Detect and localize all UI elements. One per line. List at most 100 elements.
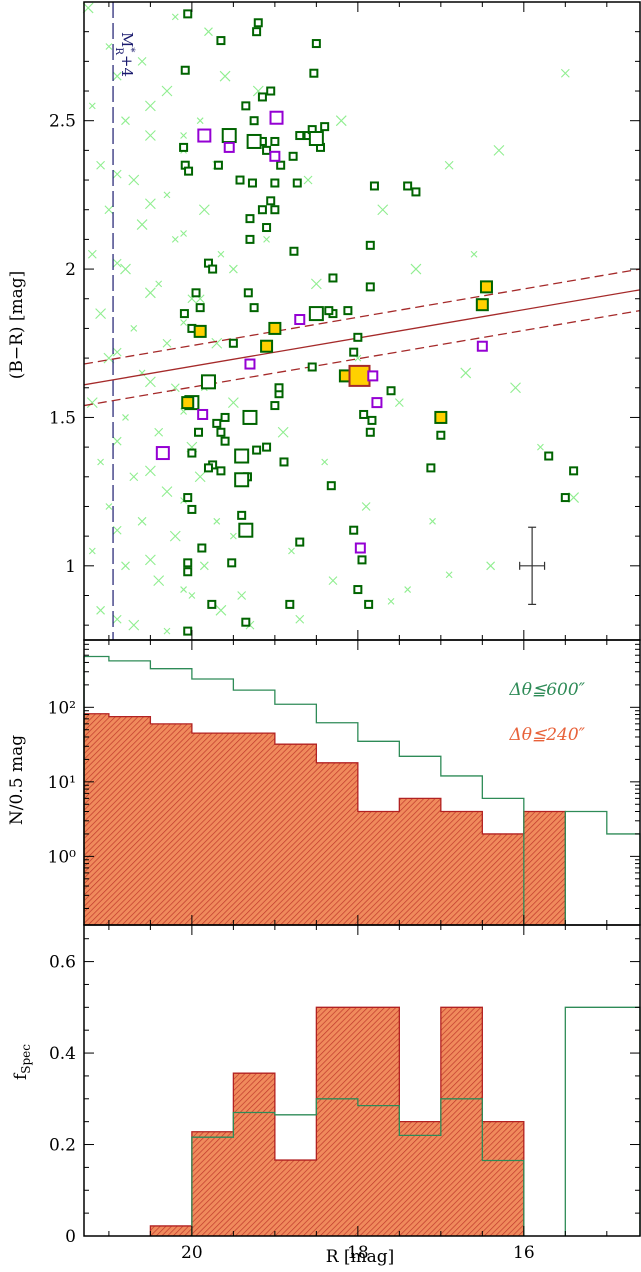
background-galaxy-marker	[112, 614, 122, 624]
member-galaxy-marker	[257, 205, 267, 215]
member-galaxy-marker	[311, 39, 321, 49]
member-galaxy-marker	[245, 234, 255, 244]
background-galaxy-marker	[303, 175, 313, 185]
member-galaxy-marker	[320, 122, 330, 132]
member-galaxy-marker	[386, 386, 396, 396]
member-galaxy-marker	[349, 347, 359, 357]
fraction-panel: 0 0.2 0.4 0.6 20 18 16 fSpec R [mag]	[11, 924, 641, 1267]
background-galaxy-marker	[86, 397, 98, 408]
nonmember-galaxy-marker	[354, 542, 366, 554]
nonmember-galaxy-marker	[269, 150, 281, 162]
member-galaxy-marker	[216, 427, 226, 437]
x-axis-label: R [mag]	[326, 1247, 395, 1267]
y-tick-label: 0.6	[49, 953, 76, 973]
background-galaxy-marker	[162, 338, 172, 348]
background-galaxy-marker	[112, 71, 122, 81]
nonmember-galaxy-marker	[294, 314, 306, 326]
member-galaxy-marker	[285, 599, 295, 609]
background-galaxies-group	[82, 2, 580, 635]
member-galaxies-group	[179, 9, 579, 636]
member-galaxy-marker	[328, 273, 338, 283]
member-galaxy-marker	[270, 178, 280, 188]
panel3-ylabel-base: f	[11, 1072, 31, 1080]
member-galaxy-marker	[544, 451, 554, 461]
background-galaxy-marker	[568, 492, 580, 503]
background-galaxy-marker	[199, 561, 209, 571]
member-galaxy-marker	[252, 445, 262, 455]
member-galaxy-marker-large	[242, 409, 258, 425]
member-galaxy-marker-large	[234, 448, 250, 464]
panel1-ylabel: (B−R) [mag]	[7, 271, 27, 380]
member-galaxy-marker	[252, 27, 262, 37]
background-galaxy-marker	[387, 598, 395, 605]
background-galaxy-marker	[335, 115, 347, 127]
nonmember-galaxy-marker	[371, 397, 383, 409]
member-galaxy-marker	[245, 214, 255, 224]
y-tick-label: 10⁰	[48, 847, 77, 867]
y-tick-label: 10²	[48, 698, 76, 718]
member-galaxy-marker	[364, 599, 374, 609]
member-galaxy-marker	[237, 510, 247, 520]
spectroscopic-galaxy-marker	[479, 280, 493, 294]
background-galaxy-marker	[204, 27, 213, 37]
member-galaxy-marker	[279, 457, 289, 467]
member-galaxy-marker	[257, 92, 267, 102]
narrow-histogram-outline	[83, 713, 566, 925]
background-galaxy-marker	[121, 116, 130, 126]
background-galaxy-marker	[144, 287, 156, 299]
nonmember-galaxies-group	[155, 110, 488, 554]
member-galaxy-marker	[426, 463, 436, 473]
member-galaxy-marker	[184, 166, 194, 176]
red-sequence-lower	[83, 309, 641, 407]
background-galaxy-marker	[219, 70, 231, 82]
member-galaxy-marker	[403, 181, 413, 191]
background-galaxy-marker	[445, 571, 453, 579]
spectroscopic-galaxy-marker	[434, 410, 448, 424]
background-galaxy-marker	[112, 436, 122, 446]
background-galaxy-marker	[460, 367, 472, 379]
member-galaxy-marker	[292, 178, 302, 188]
background-galaxy-marker	[88, 547, 96, 555]
member-galaxy-marker	[243, 288, 253, 298]
member-galaxy-marker	[191, 288, 201, 298]
member-galaxy-marker	[247, 178, 257, 188]
member-galaxy-marker	[276, 160, 286, 170]
x-tick-label: 20	[181, 1243, 203, 1263]
member-galaxy-marker	[180, 65, 190, 75]
member-galaxy-marker	[249, 116, 259, 126]
member-galaxy-marker	[253, 18, 263, 28]
member-galaxy-marker	[270, 205, 280, 215]
y-tick-label: 0.2	[49, 1136, 76, 1156]
background-galaxy-marker	[144, 554, 156, 566]
member-galaxy-marker	[183, 567, 193, 577]
member-galaxy-marker	[359, 409, 369, 419]
background-galaxy-marker	[169, 530, 181, 542]
member-galaxy-marker	[266, 86, 276, 96]
spectroscopic-galaxies-group	[181, 280, 493, 424]
background-galaxy-marker	[112, 258, 122, 268]
background-galaxy-marker	[180, 319, 187, 326]
member-galaxy-marker	[187, 504, 197, 514]
y-tick-label: 0.4	[49, 1044, 76, 1064]
background-galaxy-marker	[144, 130, 156, 141]
member-galaxy-marker	[365, 282, 375, 292]
background-galaxy-marker	[377, 204, 389, 216]
y-tick-label: 0	[65, 1227, 76, 1247]
background-galaxy-marker	[163, 627, 171, 635]
background-galaxy-marker	[328, 576, 338, 586]
background-galaxy-marker	[213, 517, 221, 525]
member-galaxy-marker	[343, 306, 353, 316]
nonmember-galaxy-marker	[367, 370, 379, 382]
member-galaxy-marker	[212, 418, 222, 428]
member-galaxy-marker	[353, 332, 363, 342]
background-galaxy-marker	[121, 561, 130, 571]
error-bar	[519, 526, 546, 605]
background-galaxy-marker	[215, 604, 227, 616]
background-galaxy-marker	[180, 132, 187, 139]
background-galaxy-marker	[122, 414, 129, 421]
background-galaxy-marker	[136, 219, 148, 230]
y-tick-label: 2.5	[49, 112, 76, 132]
member-galaxy-marker	[353, 585, 363, 595]
background-galaxy-marker	[537, 443, 544, 451]
legend-narrow: Δθ≦240″	[508, 725, 585, 745]
